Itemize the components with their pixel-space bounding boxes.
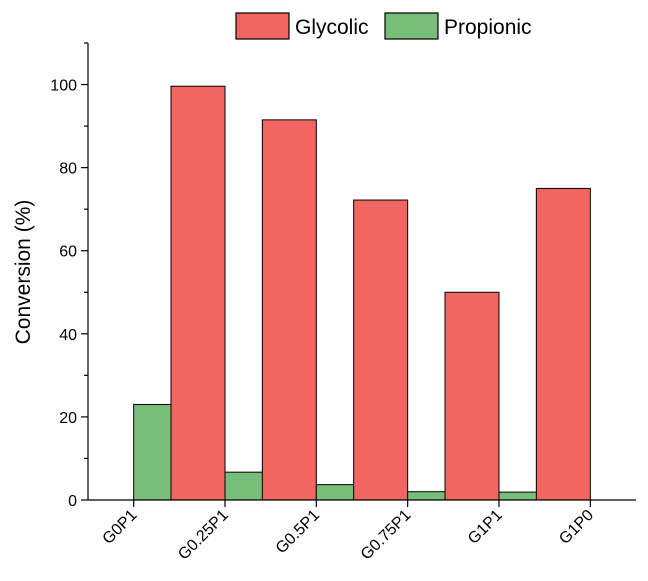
legend-swatch-propionic	[384, 12, 439, 40]
bar-glycolic-g0-75p1	[353, 199, 409, 501]
legend: Glycolic Propionic	[235, 12, 532, 40]
bar-glycolic-g1p0	[535, 187, 591, 501]
legend-swatch-glycolic	[235, 12, 290, 40]
bar-glycolic-g1p1	[444, 291, 500, 501]
y-tick-label: 40	[59, 327, 77, 344]
x-tick-label: G0.5P1	[273, 507, 323, 557]
x-tick-label: G1P0	[556, 507, 597, 548]
bar-glycolic-g0-5p1	[261, 119, 317, 501]
bar-glycolic-g0-25p1	[170, 85, 226, 501]
x-tick-label: G1P1	[465, 507, 506, 548]
x-tick-label: G0.75P1	[358, 507, 415, 564]
x-tick-label: G0.25P1	[175, 507, 232, 564]
bars	[133, 85, 591, 501]
legend-label-propionic: Propionic	[444, 16, 532, 39]
legend-label-glycolic: Glycolic	[295, 16, 369, 39]
x-tick-label: G0P1	[100, 507, 141, 548]
y-tick-label: 60	[59, 244, 77, 261]
y-tick-label: 0	[68, 493, 77, 510]
y-axis-title: Conversion (%)	[12, 200, 35, 345]
y-tick-label: 20	[59, 410, 77, 427]
y-tick-label: 80	[59, 161, 77, 178]
y-tick-label: 100	[50, 78, 77, 95]
